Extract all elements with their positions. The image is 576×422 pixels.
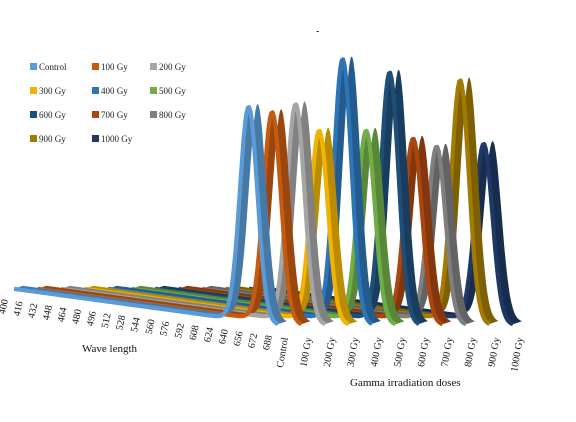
legend-label: 800 Gy — [159, 110, 186, 120]
legend-label: 500 Gy — [159, 86, 186, 96]
x-tick-label: 640 — [217, 328, 231, 345]
series-ribbon-100-gy — [37, 109, 311, 325]
legend-label: 1000 Gy — [101, 134, 133, 144]
x-tick-label: 416 — [12, 300, 26, 317]
series-ribbon-200-gy — [61, 101, 334, 325]
dose-tick-label: Control — [275, 336, 291, 368]
x-tick-label: 480 — [70, 308, 84, 325]
legend-label: 900 Gy — [39, 134, 66, 144]
legend-label: 300 Gy — [39, 86, 66, 96]
series-ribbon-600-gy — [155, 69, 428, 324]
x-tick-label: 672 — [246, 332, 260, 349]
legend-swatch — [150, 63, 157, 70]
z-axis-label: Gamma irradiation doses — [350, 377, 461, 389]
legend-swatch — [150, 111, 157, 118]
x-tick-label: 592 — [173, 322, 187, 339]
dose-axis: Control 100 Gy 200 Gy 300 Gy 400 Gy 500 Gy 600… — [275, 336, 526, 372]
legend-swatch — [150, 87, 157, 94]
legend-swatch — [92, 87, 99, 94]
x-tick-label: 448 — [41, 304, 55, 321]
dose-tick-label: 300 Gy — [345, 337, 361, 368]
wavelength-axis: 400 416 432 448 464 480 496 512 528 544 560 576 592 6… — [0, 298, 275, 351]
x-tick-label: 688 — [261, 334, 275, 351]
legend-swatch — [92, 63, 99, 70]
legend-label: 700 Gy — [101, 110, 128, 120]
series-ribbon-400-gy — [108, 56, 381, 324]
legend-label: 600 Gy — [39, 110, 66, 120]
dose-tick-label: 900 Gy — [486, 337, 502, 368]
dose-tick-label: 600 Gy — [416, 337, 432, 368]
dose-tick-label: 1000 Gy — [509, 337, 526, 373]
x-axis-label: Wave length — [82, 343, 138, 355]
x-tick-label: 576 — [158, 320, 172, 337]
legend-label: 200 Gy — [159, 62, 186, 72]
dose-tick-label: 500 Gy — [392, 337, 408, 368]
x-tick-label: 512 — [100, 312, 114, 329]
x-tick-label: 400 — [0, 298, 11, 315]
x-tick-label: 560 — [144, 318, 158, 335]
series-line-control — [13, 105, 279, 326]
dose-tick-label: 200 Gy — [322, 337, 338, 368]
legend-swatch — [30, 63, 37, 70]
series-ribbon-control — [14, 104, 287, 325]
dose-tick-label: 400 Gy — [369, 337, 385, 368]
x-tick-label: 464 — [56, 306, 70, 323]
series-ribbon-300-gy — [84, 127, 358, 325]
dose-tick-label: 100 Gy — [298, 337, 314, 368]
series-ribbon-800-gy — [202, 143, 475, 325]
dose-tick-label: 700 Gy — [439, 337, 455, 368]
x-tick-label: 528 — [114, 314, 128, 331]
x-tick-label: 432 — [26, 302, 40, 319]
x-tick-label: 496 — [85, 310, 99, 327]
legend-label: Control — [39, 62, 67, 72]
dose-tick-label: 800 Gy — [463, 337, 479, 368]
header-mark: - — [316, 26, 319, 37]
x-tick-label: 608 — [188, 324, 202, 341]
x-tick-label: 544 — [129, 316, 143, 333]
series-ribbon-900-gy — [225, 77, 499, 324]
series-ribbon-700-gy — [178, 135, 452, 325]
legend-swatch — [30, 111, 37, 118]
legend-swatch — [30, 87, 37, 94]
series-ribbon-1000-gy — [249, 141, 522, 325]
legend: Control 100 Gy 200 Gy 300 Gy 400 Gy 500 Gy 600… — [30, 62, 186, 144]
x-tick-label: 656 — [232, 330, 246, 347]
legend-swatch — [30, 135, 37, 142]
legend-label: 100 Gy — [101, 62, 128, 72]
legend-swatch — [92, 135, 99, 142]
x-tick-label: 624 — [202, 326, 216, 343]
legend-swatch — [92, 111, 99, 118]
ribbons-layer — [13, 56, 522, 327]
series-ribbon-500-gy — [131, 127, 405, 325]
legend-label: 400 Gy — [101, 86, 128, 96]
